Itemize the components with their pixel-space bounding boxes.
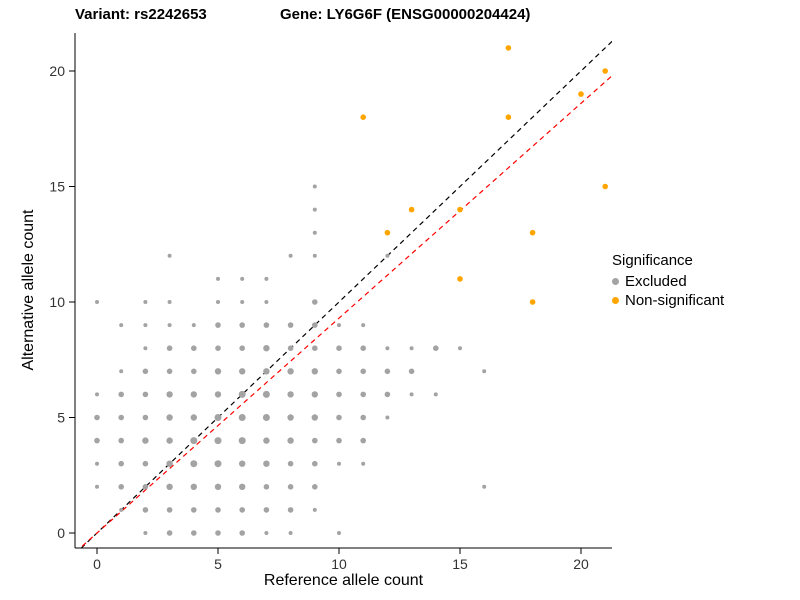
x-axis-label: Reference allele count — [263, 572, 424, 589]
svg-text:15: 15 — [452, 556, 468, 572]
legend-label-non-significant: Non-significant — [625, 292, 725, 309]
svg-text:20: 20 — [573, 556, 589, 572]
legend: Significance Excluded Non-significant — [612, 252, 724, 311]
svg-text:10: 10 — [331, 556, 347, 572]
svg-text:5: 5 — [57, 410, 65, 426]
legend-label-excluded: Excluded — [625, 273, 687, 290]
legend-dot-non-significant-icon — [612, 297, 619, 304]
chart-title-gene: Gene: LY6G6F (ENSG00000204424) — [280, 6, 531, 23]
svg-text:5: 5 — [214, 556, 222, 572]
legend-item-excluded: Excluded — [612, 273, 724, 290]
svg-text:20: 20 — [49, 63, 65, 79]
legend-item-non-significant: Non-significant — [612, 292, 724, 309]
svg-text:15: 15 — [49, 179, 65, 195]
legend-title: Significance — [612, 252, 693, 269]
svg-text:0: 0 — [57, 525, 65, 541]
y-axis-label: Alternative allele count — [20, 209, 37, 371]
svg-text:10: 10 — [49, 294, 65, 310]
legend-dot-excluded-icon — [612, 278, 619, 285]
chart-title-variant: Variant: rs2242653 — [75, 6, 207, 23]
svg-text:0: 0 — [93, 556, 101, 572]
